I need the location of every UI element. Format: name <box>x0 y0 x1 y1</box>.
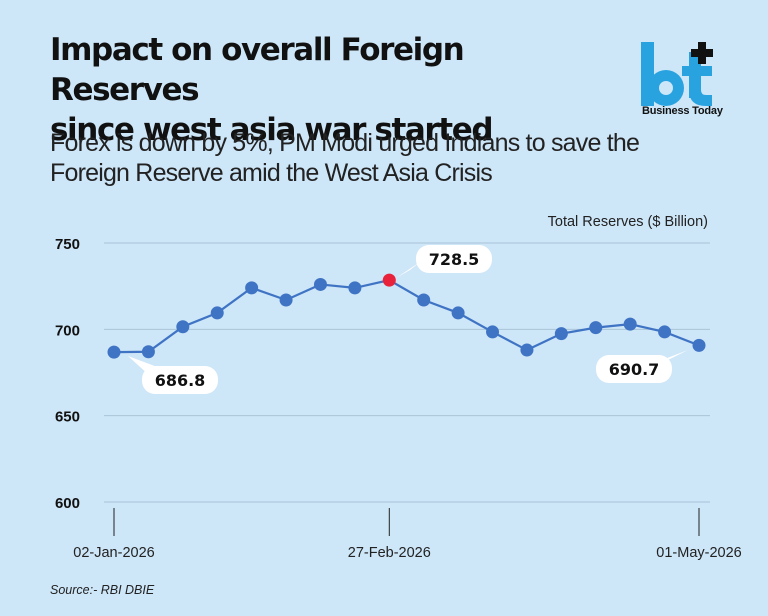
subtitle-line-1: Forex is down by 5%, PM Modi urged India… <box>50 129 640 157</box>
data-point <box>348 281 362 295</box>
data-label-text: 686.8 <box>155 371 206 390</box>
y-tick-label: 600 <box>55 495 80 512</box>
data-point <box>245 281 259 295</box>
title-line-1: Impact on overall Foreign Reserves <box>50 32 465 108</box>
data-points <box>107 273 706 359</box>
data-point <box>554 327 568 341</box>
series-line-path <box>113 278 700 354</box>
page-subtitle: Forex is down by 5%, PM Modi urged India… <box>50 128 690 188</box>
data-label-tail <box>396 262 420 278</box>
data-point <box>210 306 224 320</box>
data-label-bubble <box>596 355 672 383</box>
y-axis-ticks: 600 650 700 750 <box>55 236 80 512</box>
source-note: Source:- RBI DBIE <box>50 583 155 597</box>
data-point <box>141 345 155 359</box>
data-point <box>623 317 637 331</box>
x-axis-ticks: 02-Jan-2026 27-Feb-2026 01-May-2026 <box>73 508 742 561</box>
data-labels: 686.8 728.5 690.7 <box>128 245 688 394</box>
data-point <box>313 277 327 291</box>
x-tick-label: 27-Feb-2026 <box>348 545 431 561</box>
data-label-bubble <box>416 245 492 273</box>
y-tick-label: 750 <box>55 236 80 253</box>
data-point <box>417 293 431 307</box>
data-label-text: 728.5 <box>429 250 480 269</box>
brand-name: Business Today <box>642 105 723 117</box>
series-line <box>113 278 700 354</box>
data-point <box>176 320 190 334</box>
y-tick-label: 650 <box>55 409 80 426</box>
bt-logo-icon <box>641 42 713 106</box>
data-point <box>692 338 706 352</box>
subtitle-line-2: Foreign Reserve amid the West Asia Crisi… <box>50 159 493 187</box>
data-label-text: 690.7 <box>609 360 660 379</box>
data-point <box>279 293 293 307</box>
x-tick-label: 02-Jan-2026 <box>73 545 154 561</box>
x-tick-label: 01-May-2026 <box>656 545 741 561</box>
peak-data-point <box>382 273 396 287</box>
page-title: Impact on overall Foreign Reserves since… <box>50 30 620 150</box>
data-point <box>486 325 500 339</box>
data-point <box>658 325 672 339</box>
title-line-2: since west asia war started <box>50 112 494 148</box>
y-axis-title: Total Reserves ($ Billion) <box>548 214 708 230</box>
data-point <box>451 306 465 320</box>
data-label-bubble <box>142 366 218 394</box>
y-tick-label: 700 <box>55 322 80 339</box>
data-point <box>107 345 121 359</box>
data-point <box>520 343 534 357</box>
data-point <box>589 321 603 335</box>
grid-lines <box>104 242 710 503</box>
